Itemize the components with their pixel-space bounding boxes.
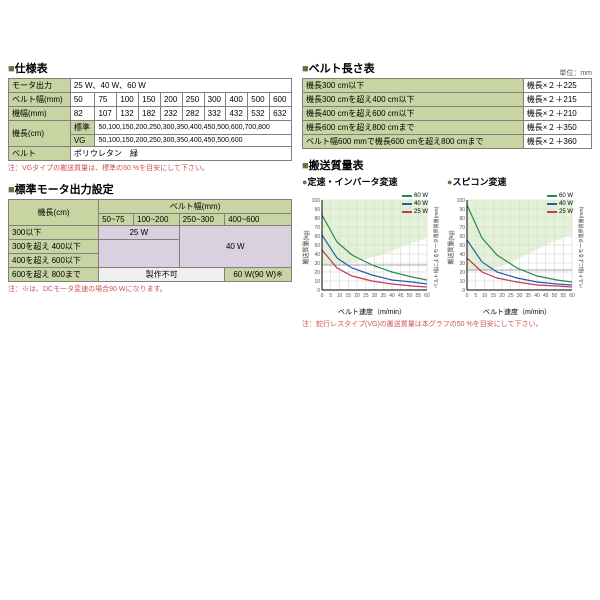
svg-text:25: 25 bbox=[508, 293, 514, 299]
chart-legend: 60 W40 W25 W bbox=[547, 192, 573, 216]
svg-text:10: 10 bbox=[459, 279, 465, 285]
svg-text:ベルト幅によるモータ限界質量(mm): ベルト幅によるモータ限界質量(mm) bbox=[578, 206, 585, 288]
svg-text:40: 40 bbox=[314, 252, 320, 258]
motor-note: 注：※は、DCモータ変速の場合90 Wになります。 bbox=[8, 284, 292, 294]
svg-text:15: 15 bbox=[345, 293, 351, 299]
svg-text:搬送質量(kg): 搬送質量(kg) bbox=[447, 230, 455, 264]
svg-text:搬送質量(kg): 搬送質量(kg) bbox=[302, 230, 310, 264]
svg-text:5: 5 bbox=[329, 293, 332, 299]
chart-legend: 60 W40 W25 W bbox=[402, 192, 428, 216]
svg-text:90: 90 bbox=[314, 207, 320, 213]
svg-text:0: 0 bbox=[321, 293, 324, 299]
svg-text:60: 60 bbox=[459, 234, 465, 240]
svg-text:25: 25 bbox=[363, 293, 369, 299]
motor-title: ■標準モータ出力設定 bbox=[8, 181, 292, 197]
svg-text:5: 5 bbox=[474, 293, 477, 299]
spec-table: モータ出力 25 W、40 W、60 W ベルト幅(mm) 5075100150… bbox=[8, 78, 292, 161]
svg-text:40: 40 bbox=[534, 293, 540, 299]
svg-text:10: 10 bbox=[314, 279, 320, 285]
svg-text:20: 20 bbox=[459, 270, 465, 276]
svg-text:45: 45 bbox=[543, 293, 549, 299]
svg-text:ベルト幅によるモータ限界質量(mm): ベルト幅によるモータ限界質量(mm) bbox=[433, 206, 440, 288]
svg-text:90: 90 bbox=[459, 207, 465, 213]
svg-text:30: 30 bbox=[459, 261, 465, 267]
svg-text:40: 40 bbox=[389, 293, 395, 299]
svg-text:100: 100 bbox=[457, 198, 466, 204]
svg-text:55: 55 bbox=[415, 293, 421, 299]
spec-row-label: モータ出力 bbox=[9, 79, 71, 93]
chart-inverter: ●定速・インバータ変速 0102030405060708090100051015… bbox=[302, 175, 442, 317]
svg-text:50: 50 bbox=[552, 293, 558, 299]
svg-text:20: 20 bbox=[314, 270, 320, 276]
svg-text:70: 70 bbox=[459, 225, 465, 231]
svg-text:0: 0 bbox=[466, 293, 469, 299]
svg-text:60: 60 bbox=[424, 293, 430, 299]
beltlen-title: ■ベルト長さ表 bbox=[302, 60, 375, 76]
beltlen-unit: 単位：mm bbox=[559, 68, 592, 78]
svg-text:35: 35 bbox=[525, 293, 531, 299]
motor-table: 機長(cm) ベルト幅(mm) 50~75100~200250~300400~6… bbox=[8, 199, 292, 282]
svg-text:50: 50 bbox=[407, 293, 413, 299]
svg-text:60: 60 bbox=[569, 293, 575, 299]
svg-text:20: 20 bbox=[499, 293, 505, 299]
svg-text:80: 80 bbox=[459, 216, 465, 222]
svg-text:40: 40 bbox=[459, 252, 465, 258]
svg-text:10: 10 bbox=[337, 293, 343, 299]
svg-text:50: 50 bbox=[459, 243, 465, 249]
svg-text:30: 30 bbox=[314, 261, 320, 267]
beltlen-table: 機長300 cm以下機長×２＋225 機長300 cmを超え400 cm以下機長… bbox=[302, 78, 592, 149]
svg-text:45: 45 bbox=[398, 293, 404, 299]
svg-text:55: 55 bbox=[560, 293, 566, 299]
svg-text:30: 30 bbox=[517, 293, 523, 299]
chart-spcon: ●スピコン変速 01020304050607080901000510152025… bbox=[447, 175, 587, 317]
svg-text:15: 15 bbox=[490, 293, 496, 299]
transport-note: 注：蛇行レスタイプ(VG)の搬送質量は本グラフの50 %を目安にして下さい。 bbox=[302, 319, 592, 329]
svg-text:20: 20 bbox=[354, 293, 360, 299]
svg-text:60: 60 bbox=[314, 234, 320, 240]
svg-text:80: 80 bbox=[314, 216, 320, 222]
spec-title: ■仕様表 bbox=[8, 60, 292, 76]
svg-text:50: 50 bbox=[314, 243, 320, 249]
svg-text:100: 100 bbox=[312, 198, 321, 204]
svg-text:10: 10 bbox=[482, 293, 488, 299]
svg-text:35: 35 bbox=[380, 293, 386, 299]
transport-title: ■搬送質量表 bbox=[302, 157, 592, 173]
spec-note: 注：VGタイプの搬送質量は、標準の50 %を目安にして下さい。 bbox=[8, 163, 292, 173]
svg-text:30: 30 bbox=[372, 293, 378, 299]
svg-text:70: 70 bbox=[314, 225, 320, 231]
